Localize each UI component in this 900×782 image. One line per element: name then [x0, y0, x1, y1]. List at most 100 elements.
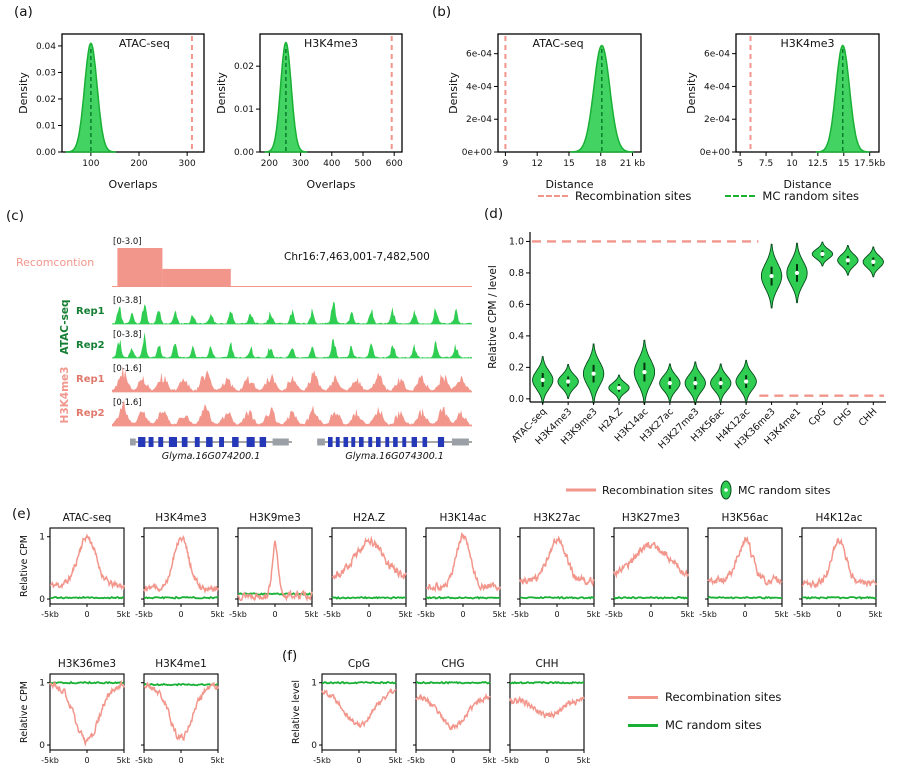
svg-text:H2A.Z: H2A.Z: [353, 512, 385, 524]
chart-f-cpg: CpG -5kb 0 5kb 0 1 Relative level: [290, 656, 402, 776]
svg-text:ATAC-seq: ATAC-seq: [533, 37, 584, 50]
svg-text:0.0: 0.0: [509, 394, 524, 405]
svg-text:-5kb: -5kb: [135, 610, 153, 619]
legend-item-recombination: Recombination sites: [538, 189, 691, 203]
svg-text:Density: Density: [17, 72, 30, 114]
chart-b-h3k4me3-distance: 5 7.5 10 12.5 15 17.5kb 0e+00 2e-04 4e-04 6e-04 Di…: [684, 20, 889, 192]
svg-text:CHH: CHH: [535, 658, 558, 670]
chart-e-h3k4me1: H3K4me1 -5kb 0 5kb: [130, 656, 224, 776]
svg-text:CHH: CHH: [857, 406, 880, 429]
svg-text:0: 0: [39, 595, 45, 605]
chart-e-h3k14ac: H3K14ac -5kb 0 5kb: [412, 510, 506, 630]
chart-d-violin: 0.0 0.2 0.4 0.6 0.8 1.0 Relative CPM / level AT…: [484, 206, 896, 506]
svg-text:2e-04: 2e-04: [466, 115, 492, 125]
recombination-line-swatch: [628, 695, 658, 699]
svg-text:CHG: CHG: [441, 658, 464, 670]
svg-text:H3K4me3: H3K4me3: [304, 37, 358, 50]
chart-b-atac-distance: 9 12 15 18 21 kb 0e+00 2e-04 4e-04 6e-04 Distance…: [446, 20, 651, 192]
svg-text:H3K4me1: H3K4me1: [155, 658, 207, 670]
svg-text:500: 500: [354, 159, 371, 169]
svg-text:4e-04: 4e-04: [466, 82, 492, 92]
svg-text:9: 9: [503, 159, 509, 169]
chart-f-chh: CHH -5kb 0 5kb: [496, 656, 590, 776]
svg-text:ATAC-seq: ATAC-seq: [59, 300, 71, 355]
svg-text:-5kb: -5kb: [229, 610, 247, 619]
svg-text:15: 15: [838, 159, 849, 169]
svg-text:-5kb: -5kb: [41, 756, 59, 765]
svg-text:Rep2: Rep2: [76, 340, 105, 351]
legend-mc-label-f: MC random sites: [665, 718, 762, 732]
svg-text:H3K4me3: H3K4me3: [155, 512, 207, 524]
chart-a-atac-density: 100 200 300 0.00 0.01 0.02 0.03 0.04 Overlaps Den…: [16, 20, 212, 192]
svg-text:21 kb: 21 kb: [620, 159, 646, 169]
svg-text:[0-1.6]: [0-1.6]: [113, 364, 142, 374]
svg-text:CpG: CpG: [807, 406, 829, 428]
svg-text:0.04: 0.04: [36, 42, 56, 52]
svg-text:0: 0: [272, 610, 277, 619]
svg-text:0.8: 0.8: [509, 268, 524, 279]
svg-text:0.01: 0.01: [36, 121, 56, 131]
svg-text:Overlaps: Overlaps: [307, 178, 356, 191]
svg-text:1: 1: [39, 679, 45, 689]
chart-e-h3k9me3: H3K9me3 -5kb 0 5kb: [224, 510, 318, 630]
chart-e-h3k56ac: H3K56ac -5kb 0 5kb: [694, 510, 788, 630]
svg-text:4e-04: 4e-04: [704, 82, 730, 92]
svg-text:15: 15: [563, 159, 574, 169]
svg-text:0: 0: [544, 756, 549, 765]
svg-text:H3K27ac: H3K27ac: [533, 512, 580, 524]
svg-text:Glyma.16G074200.1: Glyma.16G074200.1: [162, 451, 261, 462]
svg-text:H3K9me3: H3K9me3: [249, 512, 301, 524]
legend-item-mc-f: MC random sites: [628, 718, 762, 732]
panel-label-a: (a): [14, 4, 33, 20]
svg-text:Relative CPM / level: Relative CPM / level: [487, 265, 499, 369]
svg-text:CpG: CpG: [348, 658, 370, 670]
svg-text:Distance: Distance: [783, 178, 831, 191]
mc-line-swatch: [628, 723, 658, 727]
svg-text:2e-04: 2e-04: [704, 115, 730, 125]
svg-text:200: 200: [261, 159, 278, 169]
svg-text:H4K12ac: H4K12ac: [815, 512, 862, 524]
chart-e-h2az: H2A.Z -5kb 0 5kb: [318, 510, 412, 630]
svg-text:CHG: CHG: [831, 406, 854, 429]
chart-e-h3k27me3: H3K27me3 -5kb 0 5kb: [600, 510, 694, 630]
svg-text:0: 0: [450, 756, 455, 765]
svg-text:-5kb: -5kb: [501, 756, 519, 765]
svg-text:-5kb: -5kb: [605, 610, 623, 619]
svg-text:5kb: 5kb: [211, 756, 224, 765]
svg-text:-5kb: -5kb: [407, 756, 425, 765]
svg-text:Glyma.16G074300.1: Glyma.16G074300.1: [345, 451, 444, 462]
svg-text:5kb: 5kb: [211, 610, 224, 619]
chart-e-h3k36me3: H3K36me3 -5kb 0 5kb 0 1 Relative CPM: [18, 656, 130, 776]
svg-text:100: 100: [82, 159, 99, 169]
svg-text:0.2: 0.2: [509, 362, 524, 373]
panel-label-b: (b): [432, 4, 452, 20]
svg-text:Relative level: Relative level: [291, 680, 302, 744]
svg-text:5kb: 5kb: [117, 610, 130, 619]
svg-text:H3K4me3: H3K4me3: [781, 37, 835, 50]
legend-b: Recombination sites MC random sites: [538, 189, 859, 203]
legend-item-mc: MC random sites: [725, 189, 859, 203]
svg-text:ATAC-seq: ATAC-seq: [63, 512, 112, 524]
chart-e-h4k12ac: H4K12ac -5kb 0 5kb: [788, 510, 882, 630]
svg-text:0: 0: [84, 610, 89, 619]
svg-text:Recombination sites: Recombination sites: [602, 484, 714, 497]
svg-text:[0-3.0]: [0-3.0]: [113, 237, 142, 247]
svg-text:H3K4me3: H3K4me3: [59, 367, 71, 424]
svg-text:5kb: 5kb: [577, 756, 590, 765]
svg-text:Relative CPM: Relative CPM: [19, 535, 30, 597]
svg-text:Recomcontion: Recomcontion: [16, 256, 94, 269]
svg-text:[0-3.8]: [0-3.8]: [113, 296, 142, 306]
svg-text:Rep2: Rep2: [76, 408, 105, 419]
svg-text:300: 300: [179, 159, 196, 169]
svg-text:7.5: 7.5: [759, 159, 773, 169]
svg-text:0.02: 0.02: [36, 95, 56, 105]
svg-text:H3K27me3: H3K27me3: [622, 512, 680, 524]
svg-text:0e+00: 0e+00: [462, 148, 493, 158]
svg-text:-5kb: -5kb: [135, 756, 153, 765]
svg-text:Relative CPM: Relative CPM: [19, 681, 30, 743]
svg-text:0: 0: [84, 756, 89, 765]
svg-text:1.0: 1.0: [509, 236, 524, 247]
svg-text:0: 0: [311, 741, 317, 751]
legend-mc-label: MC random sites: [762, 189, 860, 203]
svg-text:Overlaps: Overlaps: [109, 178, 158, 191]
